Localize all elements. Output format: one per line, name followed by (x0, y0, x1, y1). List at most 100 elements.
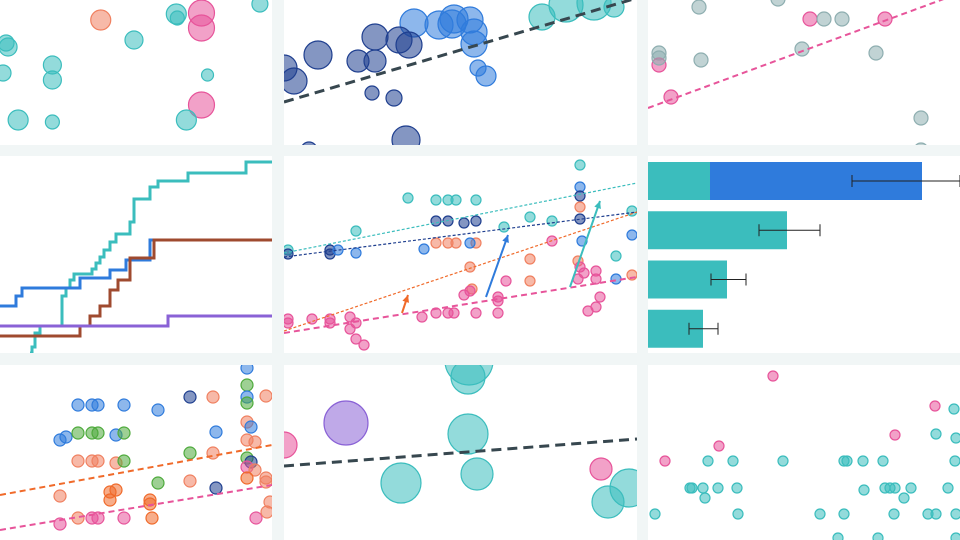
data-point (302, 141, 316, 145)
data-point (416, 311, 428, 323)
data-point (732, 508, 744, 520)
data-point (458, 289, 470, 301)
data-point (610, 250, 622, 262)
data-point (950, 532, 960, 540)
trend-line (284, 211, 637, 258)
data-point (402, 192, 414, 204)
data-point (857, 455, 869, 467)
data-point (395, 31, 423, 59)
data-point (240, 471, 254, 485)
data-point (498, 221, 510, 233)
data-point (814, 508, 826, 520)
data-point (524, 275, 536, 287)
data-point (816, 11, 832, 27)
data-point (145, 511, 159, 525)
data-point (872, 532, 884, 540)
data-point (469, 59, 487, 77)
data-point (418, 243, 430, 255)
data-point (470, 194, 482, 206)
data-point (284, 248, 294, 260)
data-point (169, 10, 185, 26)
data-point (770, 0, 786, 7)
data-point (71, 426, 85, 440)
data-point (91, 454, 105, 468)
step-line-chart (0, 160, 272, 353)
data-point (430, 215, 442, 227)
data-point (450, 194, 462, 206)
data-point (248, 435, 262, 449)
arrow-head (594, 201, 601, 209)
data-point (942, 482, 954, 494)
scatter-panel-top-center (284, 0, 637, 145)
data-point (306, 313, 318, 325)
data-point (385, 89, 403, 107)
data-point (802, 11, 818, 27)
data-point (391, 125, 421, 145)
data-point (905, 482, 917, 494)
step-line-panel (0, 156, 272, 353)
data-point (594, 291, 606, 303)
data-point (260, 505, 272, 519)
series-line (0, 314, 272, 328)
data-point (7, 109, 29, 131)
data-point (240, 396, 254, 410)
data-point (693, 52, 709, 68)
data-point (91, 398, 105, 412)
data-point (794, 41, 810, 57)
data-point (868, 45, 884, 61)
scatter-panel-top-left (0, 0, 272, 145)
data-point (90, 9, 112, 31)
data-point (42, 55, 62, 75)
data-point (915, 142, 927, 145)
data-point (350, 247, 362, 259)
horizontal-bar-chart (648, 162, 960, 348)
data-point (91, 426, 105, 440)
data-point (447, 413, 489, 455)
data-point (930, 428, 942, 440)
data-point (686, 482, 698, 494)
data-point (442, 307, 454, 319)
data-point (610, 273, 622, 285)
data-point (450, 237, 462, 249)
data-point (950, 508, 960, 520)
data-point (590, 265, 602, 277)
data-point (626, 229, 637, 241)
data-point (832, 532, 844, 540)
data-point (930, 508, 942, 520)
data-point (248, 463, 262, 477)
arrow-head (502, 235, 509, 243)
bubble-panel-bottom-center (284, 365, 637, 540)
scatter-plot (0, 0, 269, 131)
data-point (358, 339, 370, 351)
data-point (731, 482, 743, 494)
data-point (183, 474, 197, 488)
trend-line (284, 0, 636, 104)
data-point (200, 68, 215, 82)
data-point (350, 333, 362, 345)
data-point (470, 215, 482, 227)
trend-line (284, 276, 637, 334)
data-point (284, 67, 308, 95)
data-point (323, 400, 369, 446)
data-point (898, 492, 910, 504)
data-point (59, 430, 73, 444)
data-point (603, 0, 625, 18)
arrow (569, 200, 601, 288)
data-point (841, 455, 853, 467)
trend-line (0, 484, 272, 531)
data-point (524, 211, 536, 223)
data-point (71, 398, 85, 412)
data-point (712, 482, 724, 494)
data-point (187, 91, 216, 119)
data-point (151, 476, 165, 490)
data-point (209, 425, 223, 439)
data-point (53, 489, 67, 503)
data-point (727, 455, 739, 467)
trend-line (648, 0, 944, 109)
data-point (303, 40, 333, 70)
trend-line (284, 437, 637, 468)
scatter-panel-bottom-left (0, 365, 272, 540)
data-point (777, 455, 789, 467)
data-point (574, 159, 586, 171)
